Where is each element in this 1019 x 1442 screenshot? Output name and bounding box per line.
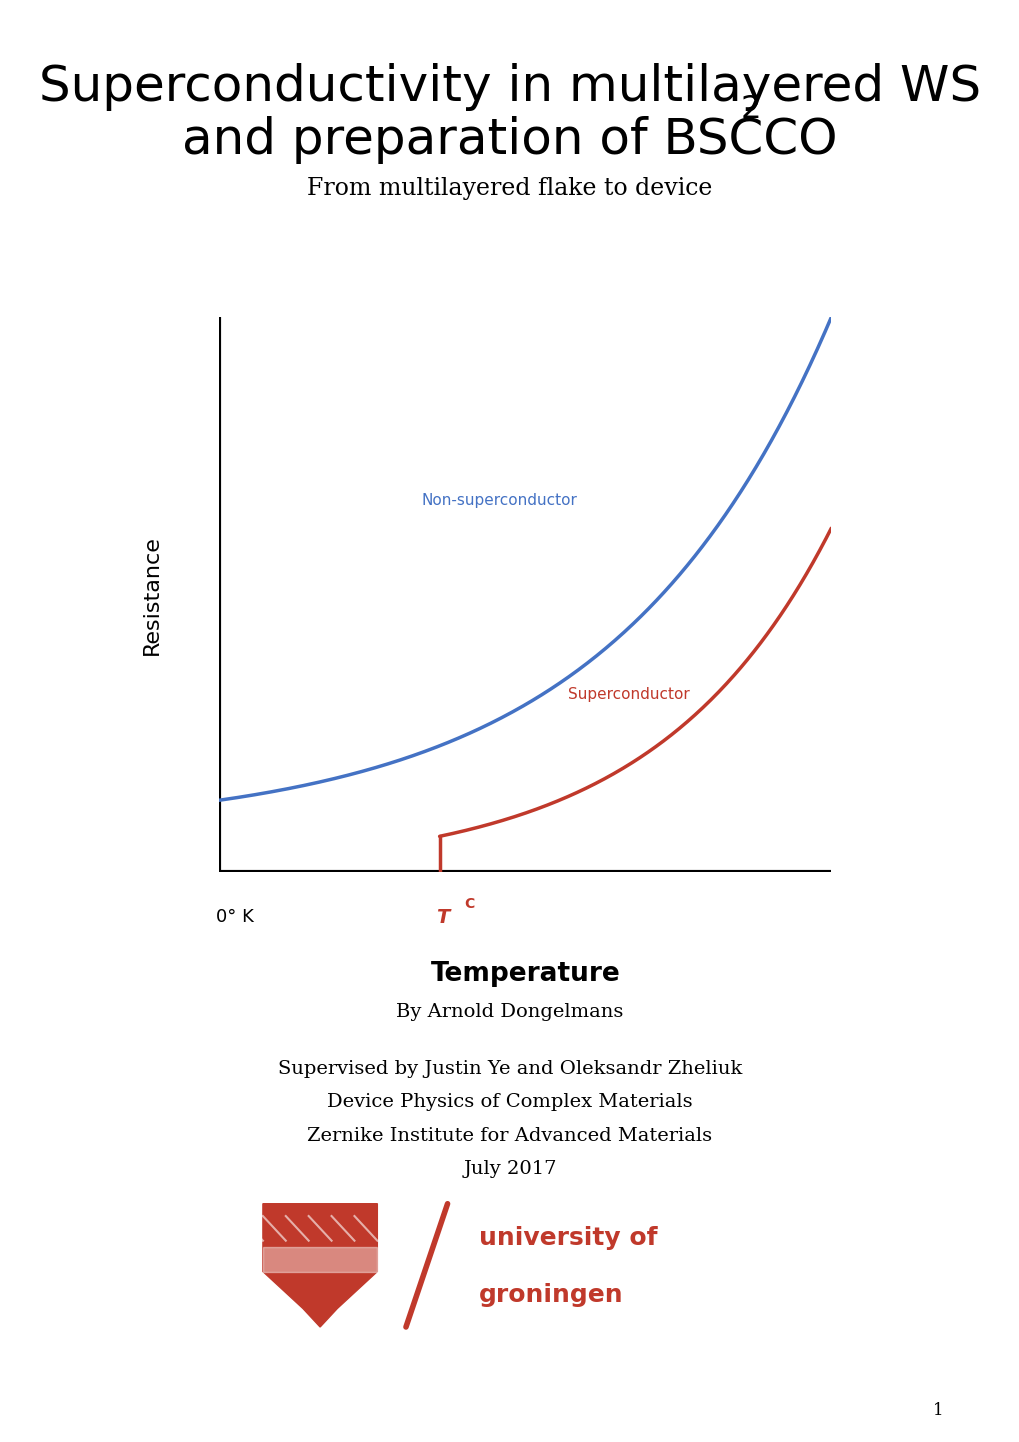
Text: Superconductivity in multilayered WS: Superconductivity in multilayered WS [39, 63, 980, 111]
Polygon shape [263, 1247, 377, 1272]
Text: 1: 1 [932, 1402, 943, 1419]
Text: 2: 2 [741, 94, 761, 125]
Text: Temperature: Temperature [430, 962, 620, 988]
Text: Supervised by Justin Ye and Oleksandr Zheliuk: Supervised by Justin Ye and Oleksandr Zh… [277, 1060, 742, 1079]
Polygon shape [263, 1204, 377, 1327]
Text: Zernike Institute for Advanced Materials: Zernike Institute for Advanced Materials [307, 1126, 712, 1145]
Text: 0° K: 0° K [216, 908, 254, 927]
Text: From multilayered flake to device: From multilayered flake to device [307, 177, 712, 199]
Text: Device Physics of Complex Materials: Device Physics of Complex Materials [327, 1093, 692, 1112]
Text: By Arnold Dongelmans: By Arnold Dongelmans [396, 1002, 623, 1021]
Text: T: T [436, 908, 449, 927]
Text: C: C [464, 897, 474, 911]
Text: July 2017: July 2017 [463, 1159, 556, 1178]
Text: Non-superconductor: Non-superconductor [421, 493, 577, 508]
Text: university of: university of [478, 1226, 656, 1250]
Text: groningen: groningen [478, 1283, 623, 1308]
Text: and preparation of BSCCO: and preparation of BSCCO [182, 117, 837, 164]
Text: Resistance: Resistance [142, 535, 162, 655]
Text: Superconductor: Superconductor [568, 688, 689, 702]
